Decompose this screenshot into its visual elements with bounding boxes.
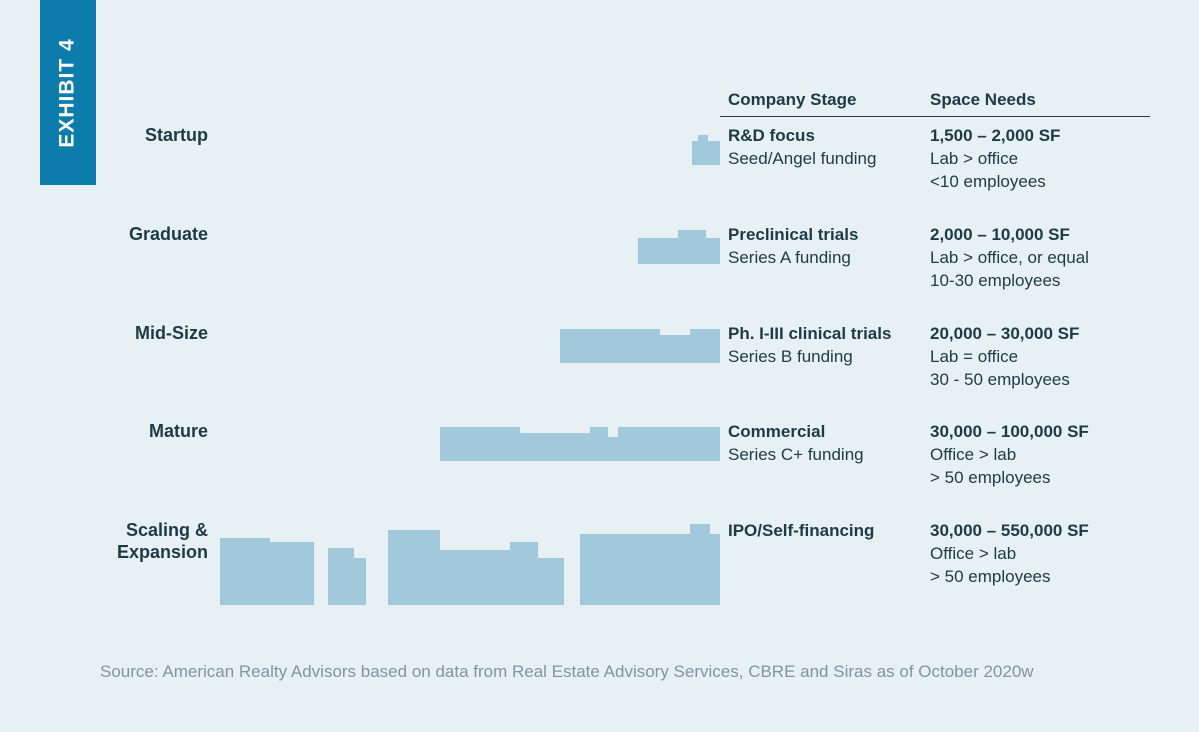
building-silhouette <box>638 230 720 264</box>
bar-cell <box>220 323 720 363</box>
table-row: Startup R&D focusSeed/Angel funding1,500 … <box>100 125 1159 194</box>
building-silhouette <box>560 329 720 363</box>
company-stage-subtitle: Series B funding <box>728 346 930 369</box>
bar-wrap <box>220 323 720 363</box>
space-needs-size: 20,000 – 30,000 SF <box>930 323 1150 346</box>
company-stage-title: Ph. I-III clinical trials <box>728 323 930 346</box>
bar-wrap <box>220 421 720 461</box>
building-silhouette <box>440 427 720 461</box>
company-stage-title: Preclinical trials <box>728 224 930 247</box>
row-label: Mid-Size <box>135 323 208 345</box>
space-needs-employees: 10-30 employees <box>930 270 1150 293</box>
table-row: Scaling &Expansion IPO/Self-financing30,0… <box>100 520 1159 605</box>
company-stage-title: IPO/Self-financing <box>728 520 930 543</box>
row-label-cell: Graduate <box>100 224 220 246</box>
company-stage-cell: R&D focusSeed/Angel funding <box>720 125 930 171</box>
table-row: Graduate Preclinical trialsSeries A fundi… <box>100 224 1159 293</box>
bar-cell <box>220 520 720 605</box>
row-label-cell: Mature <box>100 421 220 443</box>
building-silhouette <box>220 520 720 605</box>
company-stage-title: Commercial <box>728 421 930 444</box>
bar-cell <box>220 421 720 461</box>
company-stage-cell: Ph. I-III clinical trialsSeries B fundin… <box>720 323 930 369</box>
space-needs-detail: Lab > office <box>930 148 1150 171</box>
row-label: Scaling &Expansion <box>117 520 208 563</box>
table-row: Mature CommercialSeries C+ funding30,000 … <box>100 421 1159 490</box>
space-needs-detail: Office > lab <box>930 543 1150 566</box>
bar-wrap <box>220 125 720 165</box>
space-needs-employees: <10 employees <box>930 171 1150 194</box>
space-needs-cell: 30,000 – 100,000 SFOffice > lab> 50 empl… <box>930 421 1150 490</box>
space-needs-size: 30,000 – 100,000 SF <box>930 421 1150 444</box>
bar-cell <box>220 125 720 165</box>
space-needs-cell: 20,000 – 30,000 SFLab = office30 - 50 em… <box>930 323 1150 392</box>
space-needs-size: 30,000 – 550,000 SF <box>930 520 1150 543</box>
header-space-needs: Space Needs <box>930 90 1150 117</box>
space-needs-employees: > 50 employees <box>930 467 1150 490</box>
company-stage-cell: CommercialSeries C+ funding <box>720 421 930 467</box>
space-needs-cell: 2,000 – 10,000 SFLab > office, or equal1… <box>930 224 1150 293</box>
header-company-stage: Company Stage <box>720 90 930 117</box>
space-needs-detail: Lab > office, or equal <box>930 247 1150 270</box>
row-label: Mature <box>149 421 208 443</box>
company-stage-title: R&D focus <box>728 125 930 148</box>
building-silhouette <box>692 135 720 165</box>
company-stage-cell: Preclinical trialsSeries A funding <box>720 224 930 270</box>
source-citation: Source: American Realty Advisors based o… <box>100 662 1034 682</box>
space-needs-cell: 30,000 – 550,000 SFOffice > lab> 50 empl… <box>930 520 1150 589</box>
exhibit-content: Company Stage Space Needs Startup R&D foc… <box>100 90 1159 635</box>
space-needs-cell: 1,500 – 2,000 SFLab > office<10 employee… <box>930 125 1150 194</box>
company-stage-subtitle: Series A funding <box>728 247 930 270</box>
company-stage-cell: IPO/Self-financing <box>720 520 930 543</box>
row-label-cell: Mid-Size <box>100 323 220 345</box>
table-header-row: Company Stage Space Needs <box>100 90 1159 117</box>
bar-cell <box>220 224 720 264</box>
exhibit-label: EXHIBIT 4 <box>56 38 80 147</box>
exhibit-tab: EXHIBIT 4 <box>40 0 96 185</box>
table-row: Mid-Size Ph. I-III clinical trialsSeries … <box>100 323 1159 392</box>
row-label: Graduate <box>129 224 208 246</box>
company-stage-subtitle: Seed/Angel funding <box>728 148 930 171</box>
space-needs-employees: 30 - 50 employees <box>930 369 1150 392</box>
space-needs-size: 1,500 – 2,000 SF <box>930 125 1150 148</box>
company-stage-subtitle: Series C+ funding <box>728 444 930 467</box>
space-needs-employees: > 50 employees <box>930 566 1150 589</box>
row-label-cell: Scaling &Expansion <box>100 520 220 563</box>
rows-container: Startup R&D focusSeed/Angel funding1,500 … <box>100 125 1159 605</box>
space-needs-detail: Lab = office <box>930 346 1150 369</box>
space-needs-detail: Office > lab <box>930 444 1150 467</box>
bar-wrap <box>220 224 720 264</box>
bar-wrap <box>220 520 720 605</box>
space-needs-size: 2,000 – 10,000 SF <box>930 224 1150 247</box>
row-label-cell: Startup <box>100 125 220 147</box>
row-label: Startup <box>145 125 208 147</box>
